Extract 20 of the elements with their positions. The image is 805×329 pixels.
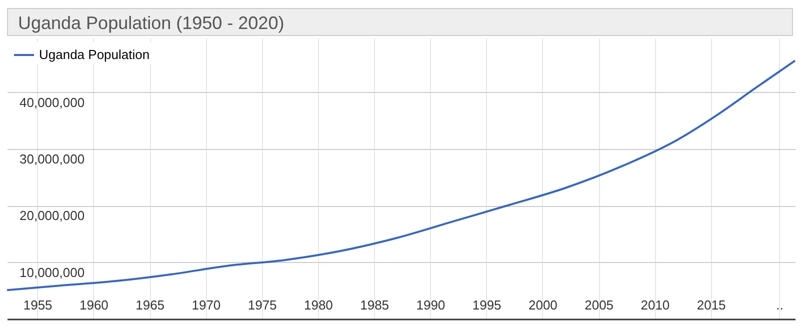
x-tick-label: .. bbox=[776, 298, 784, 312]
legend-label: Uganda Population bbox=[39, 47, 150, 62]
y-tick-label: 40,000,000 bbox=[20, 94, 85, 110]
x-tick-label: 1965 bbox=[136, 298, 165, 312]
x-tick-label: 2000 bbox=[528, 298, 558, 312]
x-tick-label: 1990 bbox=[416, 298, 446, 312]
x-tick-label: 1985 bbox=[360, 298, 390, 312]
chart-title: Uganda Population (1950 - 2020) bbox=[7, 8, 793, 36]
x-tick-label: 2005 bbox=[584, 298, 614, 312]
x-tick-label: 1970 bbox=[192, 298, 221, 312]
x-tick-label: 1975 bbox=[248, 298, 277, 312]
x-tick-label: 2015 bbox=[696, 298, 726, 312]
y-tick-label: 30,000,000 bbox=[20, 152, 85, 167]
y-tick-label: 20,000,000 bbox=[20, 208, 85, 224]
x-tick-label: 1955 bbox=[23, 298, 52, 312]
x-tick-label: 1980 bbox=[304, 298, 333, 312]
y-tick-label: 10,000,000 bbox=[20, 264, 85, 280]
x-tick-label: 2010 bbox=[640, 298, 670, 312]
x-tick-label: 1960 bbox=[79, 298, 108, 312]
x-tick-label: 1995 bbox=[472, 298, 502, 312]
